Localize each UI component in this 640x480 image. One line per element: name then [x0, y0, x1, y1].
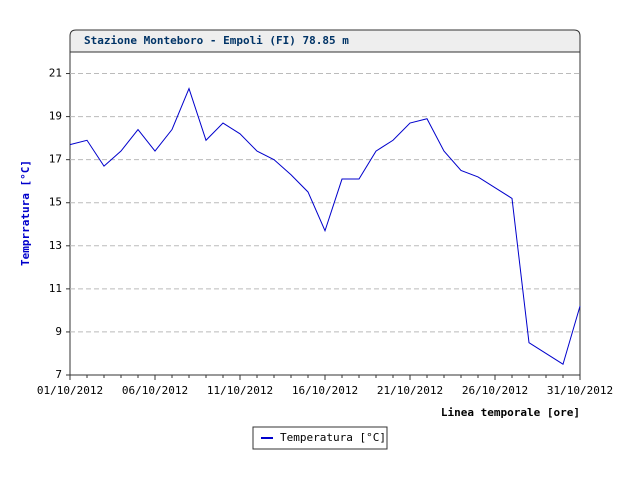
title-bar	[69, 29, 581, 53]
y-tick-label: 19	[49, 110, 62, 123]
plot-area	[69, 51, 581, 376]
y-tick-label: 13	[49, 239, 62, 252]
y-tick-label: 9	[55, 325, 62, 338]
y-tick-label: 11	[49, 282, 62, 295]
x-tick-label: 11/10/2012	[207, 384, 273, 397]
x-tick-label: 06/10/2012	[122, 384, 188, 397]
legend-label: Temperatura [°C]	[280, 431, 386, 444]
chart-title: Stazione Monteboro - Empoli (FI) 78.85 m	[84, 34, 349, 47]
x-tick-label: 01/10/2012	[37, 384, 103, 397]
y-tick-label: 7	[55, 368, 62, 381]
y-tick-label: 15	[49, 196, 62, 209]
legend	[252, 426, 388, 450]
x-tick-label: 31/10/2012	[547, 384, 613, 397]
x-tick-label: 26/10/2012	[462, 384, 528, 397]
line-series	[69, 87, 581, 366]
x-axis-label: Linea temporale [ore]	[441, 406, 580, 419]
y-axis-label: Temprratura [°C]	[19, 160, 32, 266]
x-tick-label: 16/10/2012	[292, 384, 358, 397]
y-tick-label: 21	[49, 67, 62, 80]
y-tick-label: 17	[49, 153, 62, 166]
x-tick-label: 21/10/2012	[377, 384, 443, 397]
